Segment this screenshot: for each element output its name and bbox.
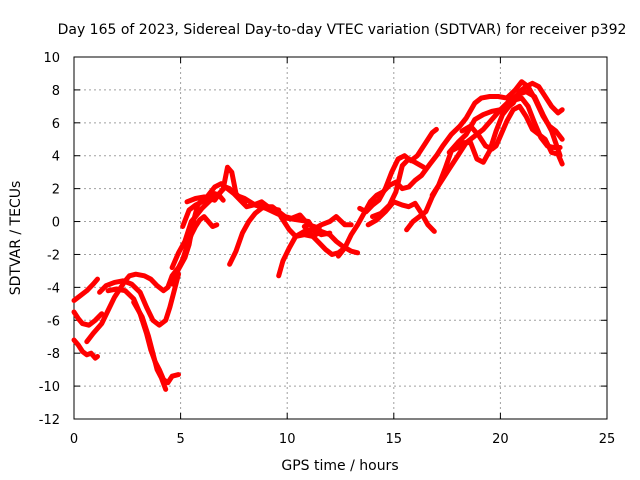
y-tick-label: -12 (39, 413, 60, 428)
series-arc-1 (71, 276, 100, 303)
series-arc-13 (276, 214, 354, 279)
series-arc-11 (184, 164, 248, 206)
y-tick-label: -6 (47, 314, 60, 329)
series-arc-7 (131, 299, 169, 392)
series-arc-9 (169, 191, 226, 287)
y-tick-label: -2 (47, 248, 60, 263)
x-axis-label: GPS time / hours (281, 458, 398, 474)
x-tick-label: 25 (599, 432, 616, 447)
y-tick-label: -10 (39, 380, 60, 395)
axis-ticks: 0 5 10 15 20 25 -12 -10 -8 -6 -4 -2 0 2 4 6 8 10 (39, 51, 616, 447)
series-arc-5 (97, 271, 181, 328)
y-tick-label: -8 (47, 347, 60, 362)
x-tick-label: 5 (176, 432, 184, 447)
y-tick-label: 4 (52, 150, 60, 165)
series-arc-4 (84, 214, 220, 345)
plot-frame (73, 56, 608, 420)
x-tick-label: 15 (386, 432, 403, 447)
y-tick-label: -4 (47, 281, 60, 296)
series-arc-10 (180, 181, 282, 229)
series-arc-23 (459, 103, 565, 167)
x-tick-label: 0 (70, 432, 78, 447)
y-tick-label: 6 (52, 117, 60, 132)
y-tick-label: 8 (52, 84, 60, 99)
x-tick-label: 20 (492, 432, 509, 447)
y-tick-label: 10 (43, 51, 60, 66)
x-tick-label: 10 (279, 432, 296, 447)
y-tick-label: 0 (52, 216, 60, 231)
y-axis-label: SDTVAR / TECUs (8, 181, 24, 296)
series-arc-3 (71, 337, 100, 361)
series-arc-21 (429, 89, 563, 198)
y-tick-label: 2 (52, 183, 60, 198)
series-arc-19 (365, 199, 437, 234)
chart-title: Day 165 of 2023, Sidereal Day-to-day VTE… (58, 22, 627, 38)
series-arc-2 (71, 309, 105, 328)
series-group (71, 79, 565, 392)
series-arc-12 (227, 204, 322, 267)
series-arc-17 (357, 126, 439, 215)
